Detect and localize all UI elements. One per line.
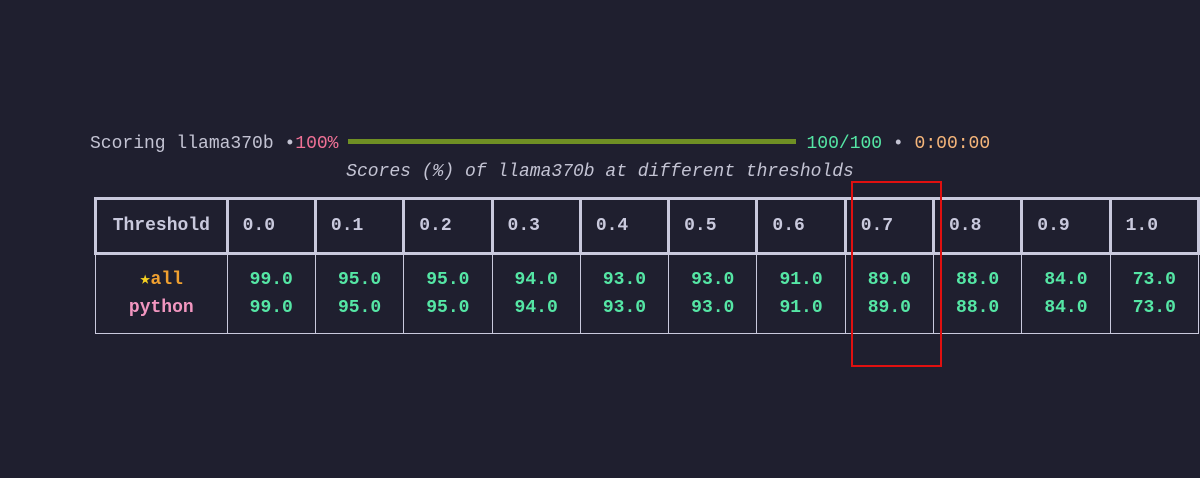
value: 84.0 <box>1044 298 1088 318</box>
row-label: ★all <box>96 266 227 294</box>
value: 89.0 <box>867 270 911 290</box>
value-cell: 93.0 93.0 <box>579 253 670 334</box>
value: 73.0 <box>1132 298 1176 318</box>
progress-bar <box>348 139 797 145</box>
value: 91.0 <box>779 270 823 290</box>
header-cell: 0.4 <box>578 197 671 255</box>
value: 93.0 <box>602 270 647 290</box>
value: 88.0 <box>956 298 1000 318</box>
header-cell: 0.9 <box>1020 197 1112 255</box>
header-cell: 0.1 <box>313 197 406 255</box>
row-label-cell: ★all python <box>95 253 228 334</box>
row-label: python <box>96 294 227 322</box>
value-cell: 94.0 94.0 <box>491 253 581 334</box>
row-name: python <box>128 298 194 318</box>
star-icon: ★ <box>139 270 151 290</box>
value: 93.0 <box>691 270 735 290</box>
value-cell: 88.0 88.0 <box>932 253 1023 334</box>
highlight-box <box>851 181 942 367</box>
progress-time: 0:00:00 <box>914 134 991 154</box>
value: 88.0 <box>956 270 1000 290</box>
value: 94.0 <box>514 270 558 290</box>
separator: • <box>892 134 904 154</box>
header-cell: Threshold <box>94 197 229 255</box>
value: 95.0 <box>337 298 382 318</box>
value: 99.0 <box>249 298 293 318</box>
header-cell: 0.2 <box>402 197 494 255</box>
value-cell: 95.0 95.0 <box>314 253 405 334</box>
value: 99.0 <box>249 270 293 290</box>
header-cell: 1.0 <box>1108 197 1200 255</box>
progress-percent: 100% <box>295 134 339 154</box>
header-cell: 0.7 <box>843 197 936 255</box>
value: 95.0 <box>426 270 470 290</box>
progress-label: Scoring llama370b <box>90 134 274 154</box>
value: 73.0 <box>1132 270 1176 290</box>
header-cell: 0.0 <box>225 197 317 255</box>
value-cell: 91.0 91.0 <box>756 253 846 334</box>
value-cell: 73.0 73.0 <box>1109 253 1200 334</box>
progress-count: 100/100 <box>806 134 883 154</box>
value: 95.0 <box>426 298 470 318</box>
value-cell: 84.0 84.0 <box>1021 253 1111 334</box>
header-cell: 0.8 <box>931 197 1024 255</box>
value-cell: 99.0 99.0 <box>226 253 316 334</box>
value: 95.0 <box>337 270 382 290</box>
table-caption: Scores (%) of llama370b at different thr… <box>346 162 854 182</box>
value-cell: 89.0 89.0 <box>844 253 935 334</box>
value-cell: 95.0 95.0 <box>403 253 493 334</box>
value: 93.0 <box>602 298 647 318</box>
value: 94.0 <box>514 298 558 318</box>
value: 84.0 <box>1044 270 1088 290</box>
value: 91.0 <box>779 298 823 318</box>
header-cell: 0.3 <box>490 197 582 255</box>
value-cell: 93.0 93.0 <box>668 253 758 334</box>
progress-line: Scoring llama370b •100% 100/100 • 0:00:00 <box>90 133 990 155</box>
value: 93.0 <box>691 298 735 318</box>
header-cell: 0.6 <box>755 197 847 255</box>
separator: • <box>284 134 296 154</box>
row-name: all <box>150 270 183 290</box>
score-table: Threshold 0.0 0.1 0.2 0.3 0.4 0.5 0.6 0.7 0.8 0.9 1… <box>94 197 1200 334</box>
value: 89.0 <box>867 298 911 318</box>
header-cell: 0.5 <box>667 197 759 255</box>
